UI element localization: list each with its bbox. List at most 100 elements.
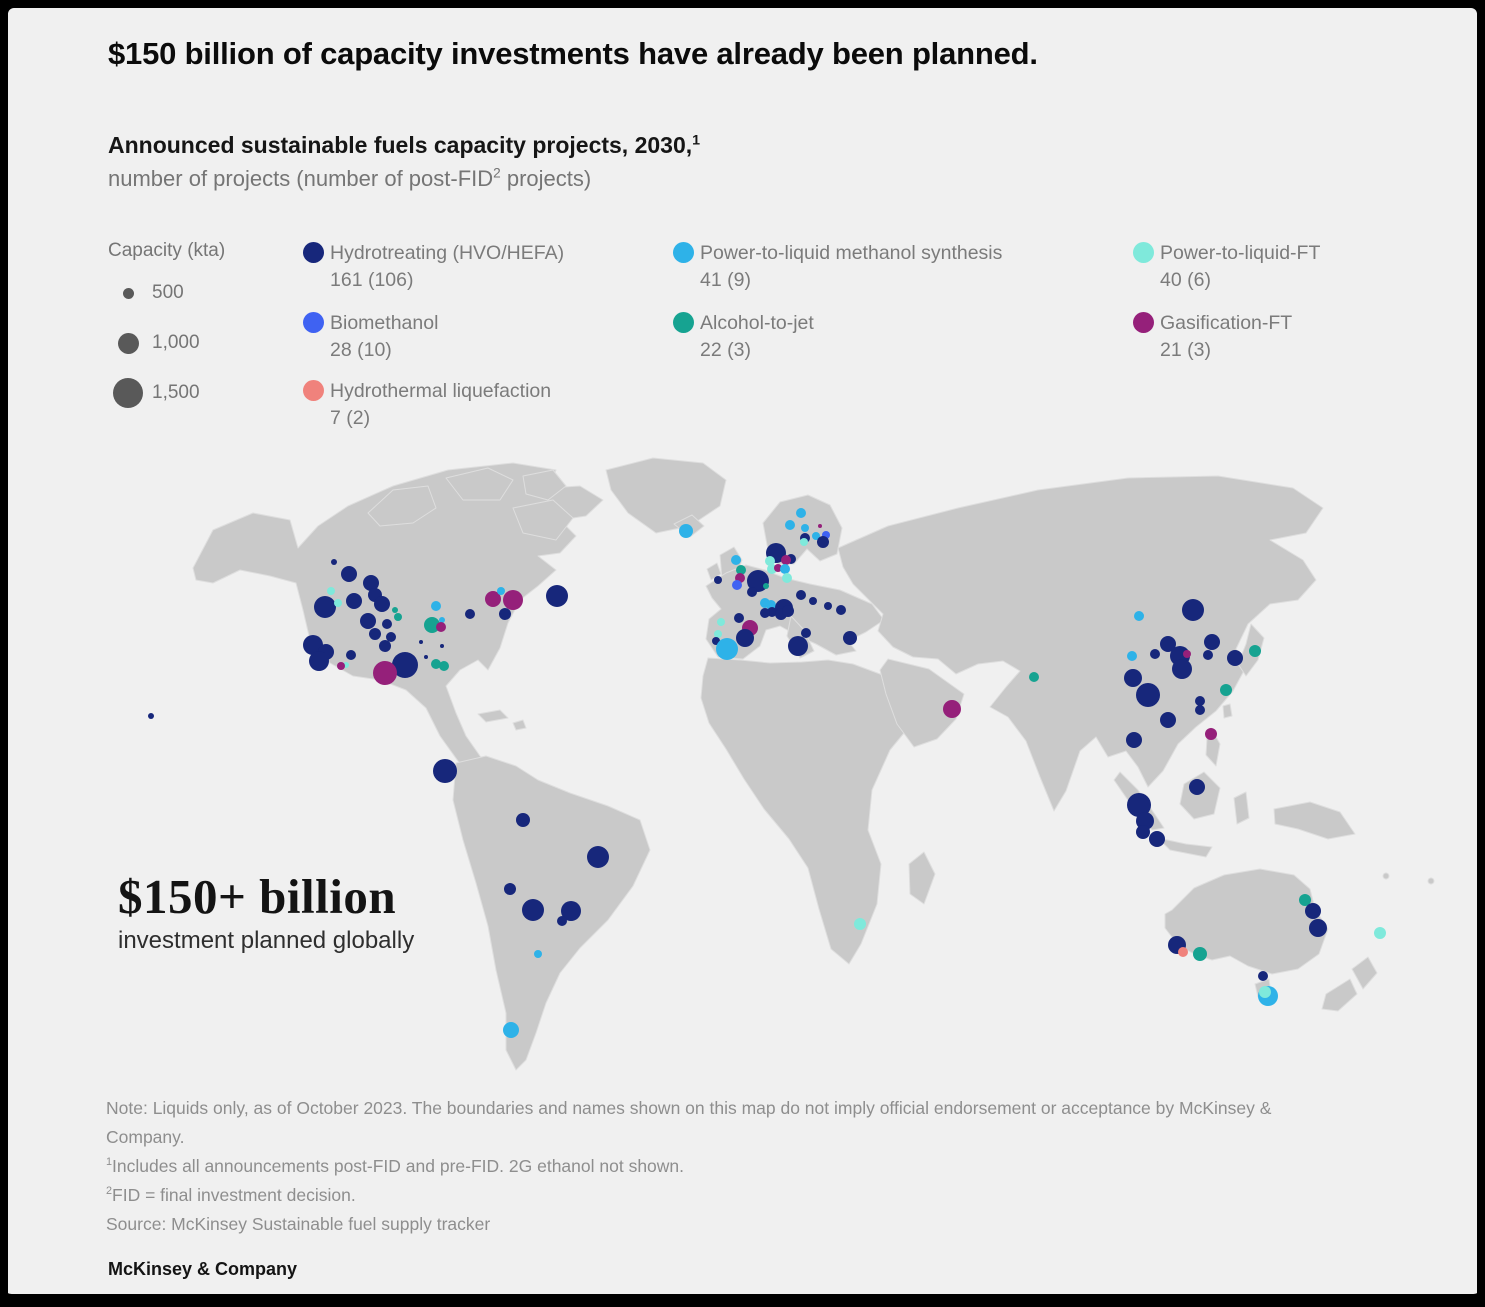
project-bubbles (148, 508, 1386, 1038)
project-bubble-hydrotreating (360, 613, 376, 629)
project-bubble-hydrotreating (433, 759, 457, 783)
legend-label: Hydrotreating (HVO/HEFA) (330, 242, 565, 264)
island-sulawesi (1233, 791, 1250, 825)
project-bubble-power-to-liquid-methanol (1134, 611, 1144, 621)
project-bubble-hydrotreating (440, 644, 444, 648)
island-new-zealand-south (1321, 978, 1358, 1012)
project-bubble-hydrotreating (561, 901, 581, 921)
legend-dot-biomethanol (303, 312, 324, 333)
project-bubble-hydrotreating (309, 651, 329, 671)
capacity-dot-box (110, 378, 146, 408)
project-bubble-hydrotreating (386, 632, 396, 642)
project-bubble-hydrotreating (1204, 634, 1220, 650)
project-bubble-power-to-liquid-ft (327, 587, 335, 595)
project-bubble-alcohol-to-jet (1220, 684, 1232, 696)
island-cuba (477, 709, 509, 723)
project-bubble-hydrotreating (1160, 636, 1176, 652)
project-bubble-power-to-liquid-methanol (812, 532, 820, 540)
project-bubble-hydrotreating (419, 640, 423, 644)
project-bubble-hydrotreating (465, 609, 475, 619)
project-bubble-hydrotreating (1258, 971, 1268, 981)
investment-callout-caption: investment planned globally (118, 927, 415, 954)
project-bubble-hydrothermal-liquefaction (1178, 947, 1188, 957)
continent-asia (837, 475, 1324, 812)
chart-units-post: projects) (500, 166, 592, 191)
project-bubble-hydrotreating (1195, 705, 1205, 715)
project-bubble-hydrotreating (1195, 696, 1205, 706)
continents (192, 457, 1435, 1071)
project-bubble-hydrotreating (382, 619, 392, 629)
project-bubble-alcohol-to-jet (1299, 894, 1311, 906)
project-bubble-hydrotreating (148, 713, 154, 719)
project-bubble-power-to-liquid-methanol (796, 508, 806, 518)
capacity-dot-box (110, 287, 146, 299)
project-bubble-alcohol-to-jet (439, 661, 449, 671)
capacity-dot-1000 (117, 332, 139, 354)
project-bubble-hydrotreating (379, 640, 391, 652)
continent-south-america (452, 755, 651, 1071)
project-bubble-hydrotreating (714, 576, 722, 584)
region-arabia (879, 658, 965, 748)
project-bubble-hydrotreating (1160, 712, 1176, 728)
project-bubble-hydrotreating (1172, 659, 1192, 679)
project-bubble-power-to-liquid-methanol (785, 520, 795, 530)
legend-dot-ptl-ft (1133, 242, 1154, 263)
continent-africa (700, 657, 924, 965)
legend-dot-hydrothermal (303, 380, 324, 401)
project-bubble-gasification-ft (1183, 650, 1191, 658)
project-bubble-power-to-liquid-ft (1259, 986, 1271, 998)
project-bubble-hydrotreating (1309, 919, 1327, 937)
continent-australia (1164, 868, 1329, 975)
legend-item-hydrotreating: Hydrotreating (HVO/HEFA) 161 (106) (303, 240, 648, 294)
project-bubble-hydrotreating (363, 575, 379, 591)
project-bubble-alcohol-to-jet (1249, 645, 1261, 657)
legend-item-biomethanol: Biomethanol 28 (10) (303, 310, 648, 364)
legend-count: 22 (3) (700, 339, 751, 361)
world-map (148, 457, 1435, 1071)
project-bubble-power-to-liquid-ft (334, 599, 342, 607)
chart-title-text: Announced sustainable fuels capacity pro… (108, 132, 693, 158)
project-bubble-power-to-liquid-methanol (679, 524, 693, 538)
legend-item-gasification-ft: Gasification-FT 21 (3) (1133, 310, 1433, 364)
brand-logo: McKinsey & Company (108, 1259, 298, 1279)
project-bubble-gasification-ft (774, 564, 782, 572)
footnote-marker-2: 2 (493, 165, 501, 181)
project-bubble-power-to-liquid-ft (1374, 927, 1386, 939)
legend-dot-alcohol-to-jet (673, 312, 694, 333)
capacity-size-row: 1,000 (108, 326, 298, 360)
source-line: Source: McKinsey Sustainable fuel supply… (106, 1214, 491, 1234)
island-new-zealand-north (1351, 956, 1378, 990)
project-bubble-hydrotreating (424, 655, 428, 659)
capacity-dot-box (110, 332, 146, 354)
project-bubble-hydrotreating (817, 536, 829, 548)
continent-greenland (605, 457, 727, 534)
project-bubble-power-to-liquid-methanol (780, 564, 790, 574)
arctic-island-3 (522, 469, 567, 501)
project-bubble-power-to-liquid-methanol (497, 587, 505, 595)
project-bubble-hydrotreating (341, 566, 357, 582)
project-bubble-gasification-ft (1205, 728, 1217, 740)
project-bubble-hydrotreating (1136, 683, 1160, 707)
project-bubble-hydrotreating (836, 605, 846, 615)
chart-units-pre: number of projects (number of post-FID (108, 166, 494, 191)
project-bubble-alcohol-to-jet (424, 617, 440, 633)
project-bubble-power-to-liquid-ft (717, 618, 725, 626)
project-bubble-gasification-ft (503, 590, 523, 610)
capacity-size-row: 500 (108, 276, 298, 310)
project-bubble-hydrotreating (1227, 650, 1243, 666)
project-bubble-power-to-liquid-ft (800, 538, 808, 546)
footnote-2: 2FID = final investment decision. (106, 1185, 356, 1205)
project-bubble-hydrotreating (1182, 599, 1204, 621)
project-bubble-power-to-liquid-ft (782, 573, 792, 583)
project-bubble-hydrotreating (1189, 779, 1205, 795)
island-taiwan (1222, 703, 1233, 719)
project-bubble-hydrotreating (782, 605, 794, 617)
legend-label: Gasification-FT (1160, 312, 1293, 334)
legend-item-hydrothermal: Hydrothermal liquefaction 7 (2) (303, 378, 648, 432)
project-bubble-alcohol-to-jet (763, 583, 769, 589)
project-bubble-hydrotreating (516, 813, 530, 827)
project-bubble-hydrotreating (499, 608, 511, 620)
project-bubble-power-to-liquid-methanol (1127, 651, 1137, 661)
arctic-island-2 (445, 467, 514, 501)
legend-item-alcohol-to-jet: Alcohol-to-jet 22 (3) (673, 310, 1103, 364)
